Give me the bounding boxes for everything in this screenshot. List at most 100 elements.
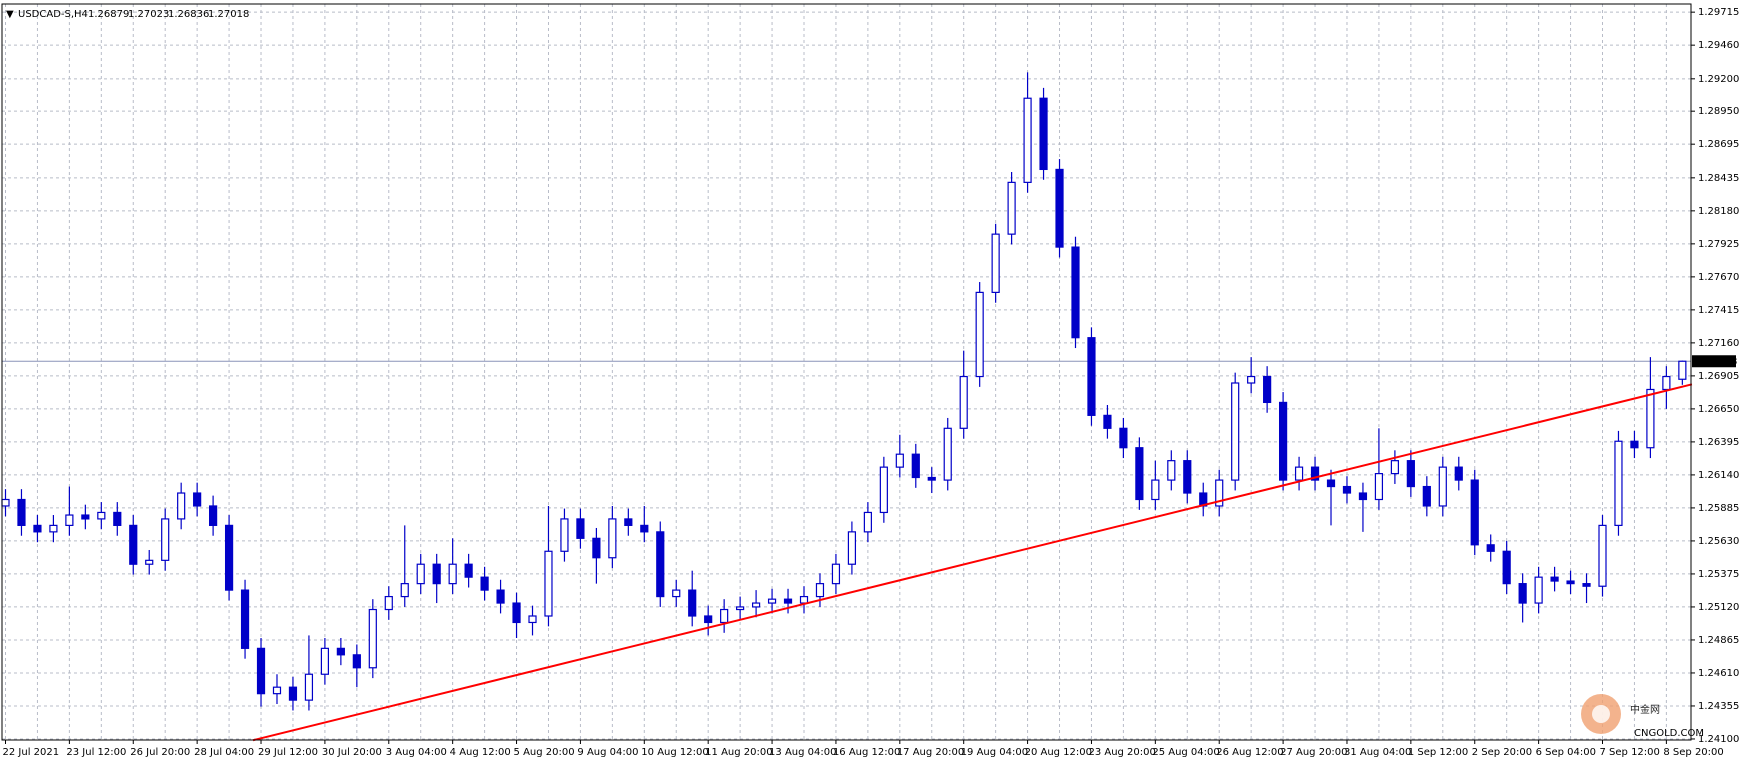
y-tick-label: 1.29200 — [1698, 74, 1739, 85]
x-tick-label: 28 Jul 04:00 — [194, 747, 254, 758]
candle-body — [1550, 576, 1559, 582]
x-tick-label: 22 Jul 2021 — [3, 747, 60, 758]
candle-body — [863, 511, 872, 533]
candle-body — [1374, 473, 1384, 501]
candle-body — [1326, 479, 1336, 488]
watermark-logo-inner — [1592, 705, 1610, 723]
y-tick-label: 1.25375 — [1698, 569, 1739, 580]
candle-body — [224, 524, 234, 591]
symbol: USDCAD-S,H4 — [18, 9, 88, 20]
candle-body — [656, 531, 665, 598]
y-tick-label: 1.28695 — [1698, 139, 1739, 150]
candle-body — [1247, 375, 1256, 384]
y-tick-label: 1.26650 — [1698, 404, 1739, 415]
candle-body — [1294, 466, 1304, 481]
watermark-name: 中金网 — [1630, 703, 1660, 716]
candle-body — [1310, 466, 1320, 481]
candle-body — [927, 476, 936, 481]
candle-body — [1231, 382, 1240, 481]
header-low: 1.26836 — [168, 9, 209, 20]
candle-body — [1, 498, 10, 507]
candle-body — [1358, 492, 1368, 501]
trend-line — [252, 383, 1693, 742]
candle-body — [640, 524, 649, 533]
candle-body — [895, 453, 904, 468]
x-tick-label: 5 Aug 20:00 — [514, 747, 575, 758]
x-tick-label: 29 Jul 12:00 — [258, 747, 318, 758]
candle-body — [831, 563, 841, 585]
candle-body — [767, 598, 777, 604]
candle-body — [1630, 440, 1639, 449]
candle-body — [1215, 479, 1224, 507]
candle-body — [272, 686, 282, 695]
y-tick-label: 1.27415 — [1698, 305, 1739, 316]
candle-body — [256, 647, 266, 695]
x-tick-label: 19 Aug 04:00 — [961, 747, 1028, 758]
y-tick-label: 1.28435 — [1698, 173, 1739, 184]
candle-body — [608, 518, 617, 559]
y-tick-label: 1.24100 — [1698, 734, 1739, 745]
candle-body — [1390, 460, 1399, 475]
candle-body — [209, 505, 218, 526]
y-tick-label: 1.28180 — [1698, 206, 1739, 217]
candle-body — [1646, 388, 1655, 449]
collapse-arrow[interactable]: ▼ — [6, 9, 14, 20]
candle-body — [1119, 427, 1128, 449]
candle-body — [1566, 580, 1575, 585]
candle-body — [65, 514, 74, 526]
y-tick-label: 1.25885 — [1698, 503, 1739, 514]
candle-body — [1278, 401, 1288, 481]
candle-body — [1518, 583, 1527, 604]
candle-body — [496, 589, 505, 604]
candle-body — [1486, 544, 1495, 552]
candle-body — [97, 511, 106, 520]
y-tick-label: 1.24865 — [1698, 635, 1739, 646]
candle-body — [352, 654, 361, 669]
candle-body — [432, 563, 441, 585]
y-tick-label: 1.27670 — [1698, 272, 1739, 283]
x-tick-label: 3 Aug 04:00 — [386, 747, 447, 758]
candle-body — [384, 595, 393, 611]
candle-body — [448, 563, 457, 585]
candle-body — [1470, 479, 1479, 546]
candle-body — [911, 453, 920, 479]
price-label: 1.27018 — [1696, 356, 1737, 367]
watermark-site: CNGOLD.COM — [1634, 728, 1704, 739]
x-tick-label: 27 Aug 20:00 — [1280, 747, 1347, 758]
candle-body — [1678, 360, 1687, 380]
x-tick-label: 4 Aug 12:00 — [450, 747, 511, 758]
candle-body — [1151, 479, 1160, 501]
candle-body — [975, 291, 984, 378]
header-close: 1.27018 — [208, 9, 249, 20]
x-tick-label: 6 Sep 04:00 — [1536, 747, 1596, 758]
candle-body — [624, 518, 633, 526]
candle-body — [544, 550, 553, 617]
candle-body — [704, 615, 713, 624]
candle-body — [1103, 414, 1112, 429]
x-tick-label: 8 Sep 20:00 — [1663, 747, 1723, 758]
x-tick-label: 25 Aug 04:00 — [1152, 747, 1219, 758]
candle-body — [512, 602, 521, 624]
candle-body — [81, 514, 90, 520]
candle-body — [720, 608, 729, 624]
candle-body — [736, 606, 745, 611]
price-label-box — [1692, 355, 1736, 368]
x-tick-label: 13 Aug 04:00 — [769, 747, 836, 758]
x-tick-label: 1 Sep 12:00 — [1408, 747, 1468, 758]
y-tick-label: 1.28950 — [1698, 106, 1739, 117]
y-tick-label: 1.24355 — [1698, 701, 1739, 712]
candle-body — [560, 518, 569, 552]
candle-body — [336, 647, 345, 656]
candle-body — [113, 511, 122, 526]
x-tick-label: 2 Sep 20:00 — [1472, 747, 1532, 758]
candle-body — [304, 673, 314, 701]
candle-body — [959, 375, 968, 429]
candle-body — [464, 563, 473, 578]
candle-body — [416, 563, 425, 585]
candle-body — [1007, 181, 1016, 235]
y-tick-label: 1.25630 — [1698, 536, 1739, 547]
candle-body — [1422, 485, 1431, 507]
candle-body — [1263, 375, 1272, 404]
candle-body — [991, 233, 1000, 293]
